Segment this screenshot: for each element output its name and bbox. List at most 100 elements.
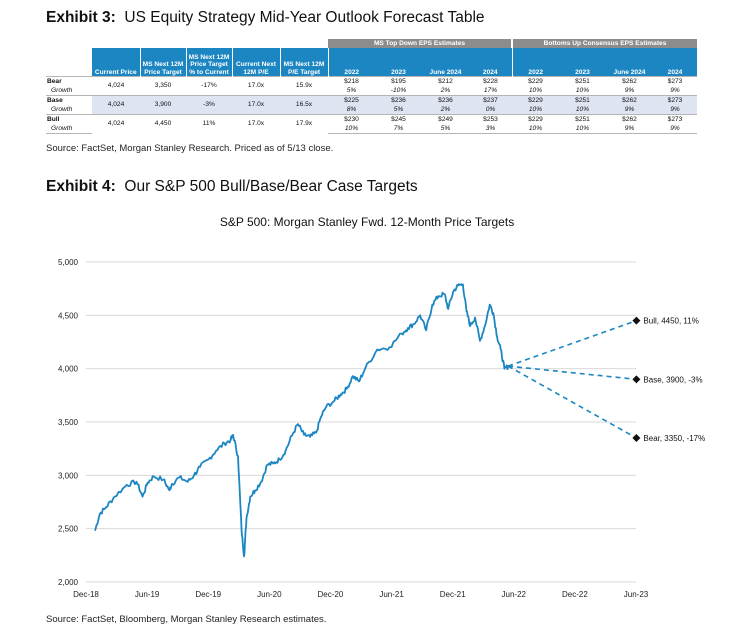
table-cell: 11% bbox=[186, 114, 232, 134]
target-dashed-line bbox=[507, 365, 637, 439]
exhibit-3-label: Exhibit 3: bbox=[46, 9, 116, 26]
table-cell: $228 bbox=[469, 76, 512, 86]
target-dashed-line bbox=[507, 365, 637, 381]
table-cell: 5% bbox=[375, 105, 422, 115]
table-cell: 4,024 bbox=[92, 114, 140, 134]
y-tick-label: 2,500 bbox=[58, 525, 79, 534]
y-tick-label: 5,000 bbox=[58, 258, 79, 267]
table-cell: $253 bbox=[469, 114, 512, 124]
exhibit-4-title: Exhibit 4: Our S&P 500 Bull/Base/Bear Ca… bbox=[46, 178, 418, 196]
table-cell: $245 bbox=[375, 114, 422, 124]
table-cell: $229 bbox=[512, 114, 559, 124]
exhibit-4-source: Source: FactSet, Bloomberg, Morgan Stanl… bbox=[46, 614, 327, 625]
table-cell: $262 bbox=[606, 114, 653, 124]
y-tick-label: 3,000 bbox=[58, 471, 79, 480]
table-cell: $249 bbox=[422, 114, 469, 124]
table-cell: 10% bbox=[512, 105, 559, 115]
table-cell: 17.0x bbox=[232, 114, 280, 134]
table-cell: 17.0x bbox=[232, 95, 280, 115]
x-tick-label: Jun-23 bbox=[624, 590, 649, 599]
group-header-ms-eps: MS Top Down EPS Estimates bbox=[328, 39, 512, 48]
table-cell: 5% bbox=[422, 124, 469, 134]
table-cell: 9% bbox=[606, 124, 653, 134]
target-dashed-line bbox=[507, 319, 637, 367]
x-tick-label: Jun-21 bbox=[379, 590, 404, 599]
col-header: 2022 bbox=[328, 48, 375, 77]
table-cell: 10% bbox=[559, 105, 606, 115]
x-tick-label: Dec-22 bbox=[562, 590, 588, 599]
col-header: MS Next 12M Price Target bbox=[140, 48, 187, 77]
x-tick-label: Dec-21 bbox=[440, 590, 466, 599]
target-marker bbox=[632, 316, 641, 325]
col-header: 2024 bbox=[653, 48, 697, 77]
table-cell: $237 bbox=[469, 95, 512, 105]
table-cell: $225 bbox=[328, 95, 375, 105]
row-sublabel: Growth bbox=[51, 86, 73, 94]
table-cell: 17.9x bbox=[280, 114, 328, 134]
table-cell: $229 bbox=[512, 95, 559, 105]
exhibit-3-title: Exhibit 3: US Equity Strategy Mid-Year O… bbox=[46, 9, 485, 27]
table-cell: 17.0x bbox=[232, 76, 280, 96]
col-header: June 2024 bbox=[606, 48, 653, 77]
table-cell: 9% bbox=[606, 105, 653, 115]
table-cell: 3% bbox=[469, 124, 512, 134]
table-cell: $229 bbox=[512, 76, 559, 86]
table-cell: 2% bbox=[440, 86, 451, 94]
table-cell: $262 bbox=[606, 95, 653, 105]
table-cell: 9% bbox=[653, 105, 697, 115]
table-cell: 4,450 bbox=[140, 114, 186, 134]
table-cell: 8% bbox=[328, 105, 375, 115]
x-tick-label: Jun-19 bbox=[135, 590, 160, 599]
table-cell: 7% bbox=[375, 124, 422, 134]
table-cell: $230 bbox=[328, 114, 375, 124]
col-header: MS Next 12M P/E Target bbox=[280, 48, 329, 77]
col-header: Current Price bbox=[92, 48, 141, 77]
table-cell: -3% bbox=[186, 95, 232, 115]
exhibit-4-heading: Our S&P 500 Bull/Base/Bear Case Targets bbox=[124, 178, 418, 195]
row-label: Bear bbox=[46, 76, 92, 86]
x-tick-label: Dec-20 bbox=[318, 590, 344, 599]
table-cell: $251 bbox=[559, 114, 606, 124]
table-cell: 3,350 bbox=[140, 76, 186, 96]
exhibit-4-label: Exhibit 4: bbox=[46, 178, 116, 195]
table-cell: 10% bbox=[575, 86, 590, 94]
table-cell: $236 bbox=[375, 95, 422, 105]
table-cell: 9% bbox=[670, 86, 680, 94]
table-cell: -17% bbox=[186, 76, 232, 96]
y-tick-label: 3,500 bbox=[58, 418, 79, 427]
y-tick-label: 4,000 bbox=[58, 365, 79, 374]
table-cell: $273 bbox=[653, 76, 697, 86]
table-cell: 0% bbox=[469, 105, 512, 115]
y-tick-label: 2,000 bbox=[58, 578, 79, 587]
table-cell: $251 bbox=[559, 95, 606, 105]
col-header: 2022 bbox=[512, 48, 559, 77]
table-cell: 4,024 bbox=[92, 76, 140, 96]
target-label: Bull, 4450, 11% bbox=[643, 317, 698, 326]
x-tick-label: Dec-19 bbox=[195, 590, 221, 599]
table-cell: $273 bbox=[653, 114, 697, 124]
x-tick-label: Jun-20 bbox=[257, 590, 282, 599]
table-cell: 16.5x bbox=[280, 95, 328, 115]
table-cell: 10% bbox=[528, 86, 543, 94]
table-cell: $273 bbox=[653, 95, 697, 105]
col-header: MS Next 12M Price Target % to Current bbox=[186, 48, 233, 77]
exhibit-3-source: Source: FactSet, Morgan Stanley Research… bbox=[46, 143, 334, 154]
forecast-table: MS Top Down EPS Estimates Bottoms Up Con… bbox=[46, 39, 697, 134]
y-tick-label: 4,500 bbox=[58, 311, 79, 320]
series-line-sp500 bbox=[94, 283, 509, 558]
row-label: Bull bbox=[46, 114, 92, 124]
table-cell: 17% bbox=[483, 86, 498, 94]
table-cell: -10% bbox=[390, 86, 407, 94]
table-cell: $195 bbox=[375, 76, 422, 86]
x-tick-label: Jun-22 bbox=[502, 590, 527, 599]
table-cell: $218 bbox=[328, 76, 375, 86]
table-cell: 2% bbox=[422, 105, 469, 115]
table-cell: 3,900 bbox=[140, 95, 186, 115]
x-tick-label: Dec-18 bbox=[73, 590, 99, 599]
table-cell: 10% bbox=[328, 124, 375, 134]
table-cell: $236 bbox=[422, 95, 469, 105]
col-header: 2023 bbox=[559, 48, 606, 77]
table-cell: $262 bbox=[606, 76, 653, 86]
chart-title: S&P 500: Morgan Stanley Fwd. 12-Month Pr… bbox=[220, 215, 514, 229]
